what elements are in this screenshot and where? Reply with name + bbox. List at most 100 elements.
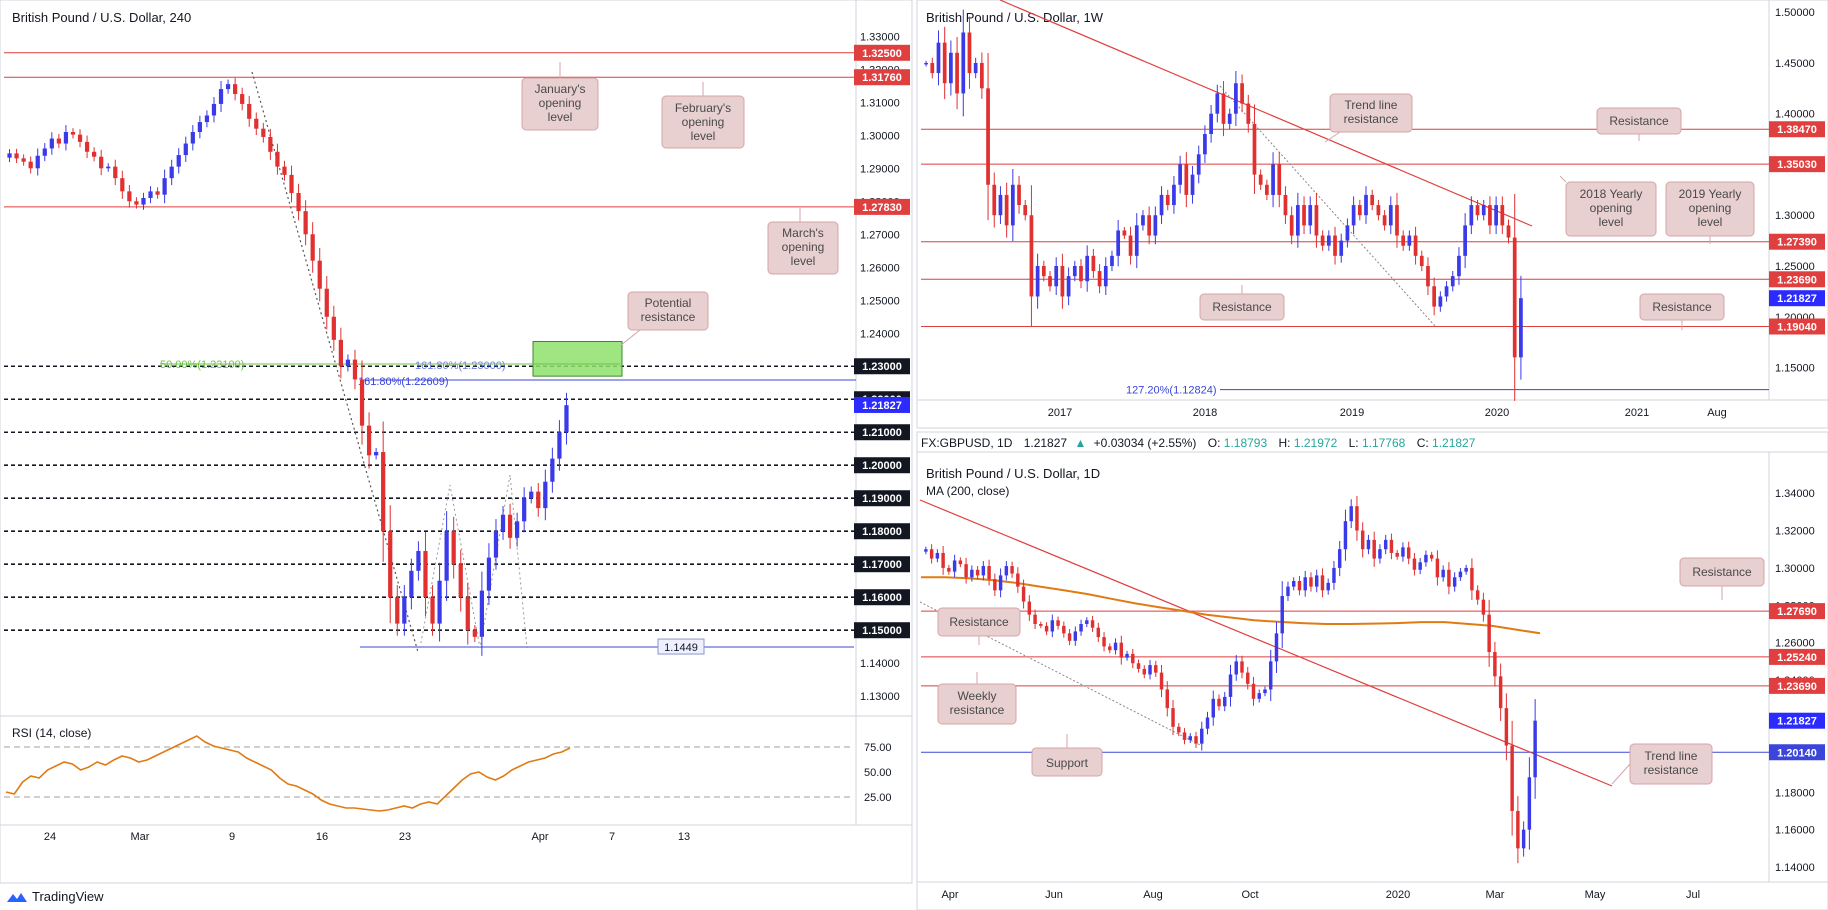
d1-chart-title: British Pound / U.S. Dollar, 1D xyxy=(926,466,1100,481)
callout-potential-resistance-text: Potential resistance xyxy=(641,296,696,324)
w1-callout-resistance-top[interactable]: Resistance xyxy=(1596,107,1682,141)
w1-candle-body xyxy=(955,52,959,94)
w1-callout-resistance-top-text: Resistance xyxy=(1609,114,1669,128)
d1-callout-resistance-left-text: Resistance xyxy=(949,615,1009,629)
d1-candle-body xyxy=(1073,631,1078,641)
w1-candle-body xyxy=(1196,154,1201,175)
h4-candle-body xyxy=(56,138,61,144)
d1-level-tag xyxy=(1769,744,1825,761)
d1-candle-body xyxy=(1458,571,1463,578)
d1-level-tag xyxy=(1769,677,1825,694)
d1-candle-body xyxy=(987,566,991,580)
h4-level-tag xyxy=(854,589,910,606)
w1-candle-body xyxy=(1364,194,1368,216)
w1-chart-panel[interactable]: British Pound / U.S. Dollar, 1W 1.50000 1… xyxy=(916,0,1828,429)
w1-callout-resistance-low[interactable]: Resistance xyxy=(1639,293,1725,330)
h4-candle-body xyxy=(7,153,12,158)
h4-candle-body xyxy=(42,148,47,156)
d1-callout-support[interactable]: Support xyxy=(1031,734,1103,777)
d1-candle-body xyxy=(1223,696,1227,707)
h4-candle-body xyxy=(303,211,308,235)
callout-potential-resistance[interactable]: Potential resistance xyxy=(619,291,709,347)
d1-candle-body xyxy=(981,566,986,576)
w1-callout-2018[interactable]: 2018 Yearly opening level xyxy=(1559,175,1657,237)
h4-candle-body xyxy=(35,155,40,169)
d1-low: 1.17768 xyxy=(1362,436,1406,450)
w1-callout-resistance-mid-text: Resistance xyxy=(1212,300,1272,314)
w1-candle-body xyxy=(980,62,984,89)
h4-x-tick-label: 16 xyxy=(316,831,328,843)
d1-candle-body xyxy=(952,560,957,572)
d1-callout-trend-line[interactable]: Trend line resistance xyxy=(1611,743,1713,785)
w1-candle-body xyxy=(1048,276,1052,287)
w1-candle-body xyxy=(924,62,928,65)
d1-candle-body xyxy=(1246,672,1250,684)
d1-trend-line xyxy=(919,499,1613,787)
w1-candle-body xyxy=(1085,255,1090,282)
d1-callout-resistance-right[interactable]: Resistance xyxy=(1679,557,1765,600)
potential-resistance-zone[interactable] xyxy=(532,341,623,377)
w1-candle-body xyxy=(1376,205,1381,216)
d1-candle-body xyxy=(1297,581,1302,591)
h4-candle-body xyxy=(465,597,470,631)
d1-up-arrow: ▲ xyxy=(1074,436,1086,450)
h4-level-tag-label: 1.16000 xyxy=(862,592,902,604)
callout-march-opening[interactable]: March's opening level xyxy=(767,208,839,275)
d1-candle-body xyxy=(941,552,945,568)
w1-candle-body xyxy=(1314,205,1319,236)
d1-candle-body xyxy=(1125,653,1129,658)
w1-candle-body xyxy=(1172,184,1176,206)
h4-level-tag-label: 1.18000 xyxy=(862,526,902,538)
d1-chart-panel[interactable]: FX:GBPUSD, 1D 1.21827 ▲ +0.03034 (+2.55%… xyxy=(916,431,1828,910)
w1-candle-body xyxy=(1345,225,1350,241)
w1-candle-body xyxy=(1382,215,1387,226)
d1-y-tick-label: 1.34000 xyxy=(1775,488,1815,500)
d1-ma-label: MA (200, close) xyxy=(926,484,1009,498)
h4-level-tag-label: 1.21000 xyxy=(862,427,902,439)
w1-candle-body xyxy=(1023,205,1028,216)
h4-candle-body xyxy=(162,178,167,195)
callout-february-opening[interactable]: February's opening level xyxy=(661,82,745,149)
h4-candle-body xyxy=(261,128,266,137)
callout-january-opening[interactable]: January's opening level xyxy=(521,62,599,131)
h4-chart-panel[interactable]: British Pound / U.S. Dollar, 240 1.33000… xyxy=(0,0,913,884)
h4-y-tick-label: 1.27000 xyxy=(860,229,900,241)
w1-candle-body xyxy=(1395,205,1399,236)
w1-callout-trend-line[interactable]: Trend line resistance xyxy=(1324,93,1413,143)
w1-x-tick-label: 2019 xyxy=(1340,407,1364,419)
w1-candle-body xyxy=(1469,205,1474,226)
h4-candle-body xyxy=(70,131,76,135)
d1-candle-body xyxy=(929,549,934,559)
d1-candle-body xyxy=(1383,539,1388,550)
w1-y-tick-label: 1.15000 xyxy=(1775,363,1815,375)
h4-candle-body xyxy=(324,288,329,317)
d1-candle-body xyxy=(1234,661,1238,675)
w1-candle-body xyxy=(1426,265,1430,287)
w1-candle-body xyxy=(1017,184,1021,206)
h4-candle-body xyxy=(92,151,97,157)
d1-candle-body xyxy=(1395,552,1399,557)
h4-candle-body xyxy=(141,197,146,205)
d1-price-axis: 1.340001.320001.300001.280001.260001.240… xyxy=(1775,488,1815,874)
h4-level-tag xyxy=(854,490,910,507)
d1-candle-body xyxy=(1205,717,1210,729)
w1-y-tick-label: 1.45000 xyxy=(1775,58,1815,70)
h4-candle-body xyxy=(49,138,54,149)
w1-callout-resistance-mid[interactable]: Resistance xyxy=(1199,285,1285,321)
w1-current-price-label: 1.21827 xyxy=(1777,293,1817,305)
w1-candle-body xyxy=(1450,276,1455,287)
d1-candle-body xyxy=(1337,549,1342,568)
d1-callout-weekly-resistance[interactable]: Weekly resistance xyxy=(937,672,1017,725)
h4-candle-body xyxy=(458,564,463,598)
d1-candle-body xyxy=(1493,652,1497,677)
d1-callout-trend-text: Trend line resistance xyxy=(1644,749,1699,777)
h4-candle-body xyxy=(233,84,238,95)
h4-candle-body xyxy=(99,156,104,169)
d1-callout-resistance-left[interactable]: Resistance xyxy=(937,607,1021,645)
h4-candle-body xyxy=(515,521,520,538)
tradingview-watermark[interactable]: TradingView xyxy=(6,889,104,904)
h4-candle-body xyxy=(296,193,301,212)
h4-level-tag xyxy=(854,198,910,215)
w1-callout-2019[interactable]: 2019 Yearly opening level xyxy=(1665,181,1755,244)
